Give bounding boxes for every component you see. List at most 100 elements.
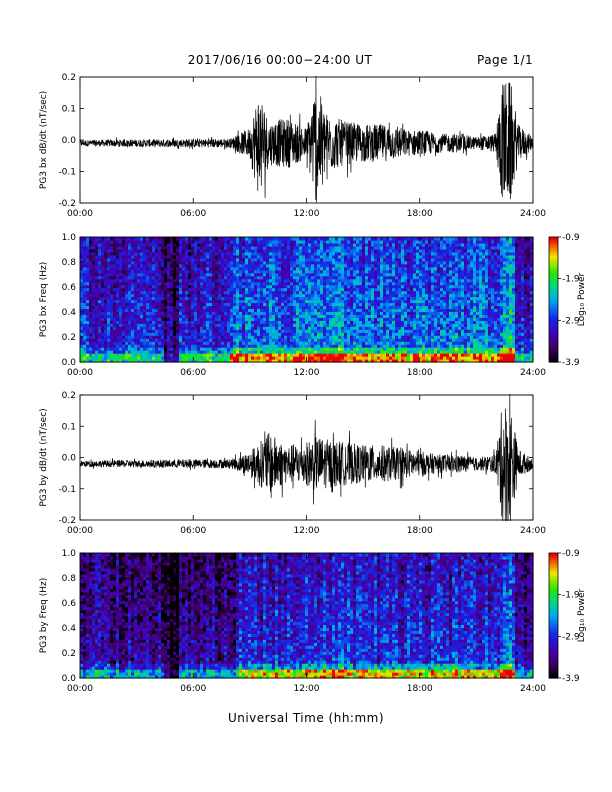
spectrogram-cell — [182, 329, 186, 333]
spectrogram-cell — [269, 257, 273, 262]
spectrogram-cell — [362, 245, 366, 250]
spectrogram-cell — [206, 344, 210, 348]
spectrogram-cell — [251, 335, 255, 339]
spectrogram-cell — [122, 350, 126, 354]
spectrogram-cell — [140, 266, 144, 271]
spectrogram-cell — [146, 266, 150, 271]
spectrogram-cell — [425, 287, 429, 292]
spectrogram-cell — [284, 326, 288, 330]
spectrogram-cell — [284, 275, 288, 280]
spectrogram-cell — [413, 359, 417, 363]
spectrogram-cell — [161, 353, 165, 357]
spectrogram-cell — [92, 305, 96, 310]
spectrogram-cell — [296, 332, 300, 336]
spectrogram-cell — [299, 341, 303, 345]
spectrogram-cell — [86, 347, 90, 351]
spectrogram-cell — [407, 275, 411, 280]
spectrogram-cell — [257, 323, 261, 327]
spectrogram-cell — [239, 323, 243, 327]
spectrogram-cell — [161, 272, 165, 277]
spectrogram-cell — [245, 344, 249, 348]
spectrogram-cell — [200, 305, 204, 310]
spectrogram-cell — [89, 329, 93, 333]
spectrogram-cell — [224, 263, 228, 268]
spectrogram-cell — [125, 254, 129, 259]
spectrogram-cell — [206, 239, 210, 244]
spectrogram-cell — [311, 326, 315, 330]
spectrogram-cell — [212, 254, 216, 259]
spectrogram-cell — [212, 278, 216, 283]
spectrogram-cell — [80, 305, 84, 310]
spectrogram-cell — [182, 275, 186, 280]
spectrogram-cell — [143, 287, 147, 292]
spectrogram-cell — [134, 329, 138, 333]
spectrogram-cell — [146, 344, 150, 348]
spectrogram-cell — [428, 311, 432, 315]
spectrogram-cell — [404, 335, 408, 339]
spectrogram-cell — [362, 275, 366, 280]
spectrogram-cell — [425, 254, 429, 259]
spectrogram-cell — [86, 341, 90, 345]
spectrogram-cell — [314, 269, 318, 274]
spectrogram-cell — [98, 359, 102, 363]
spectrogram-cell — [296, 293, 300, 298]
spectrogram-cell — [110, 323, 114, 327]
spectrogram-cell — [410, 245, 414, 250]
spectrogram-cell — [428, 356, 432, 360]
spectrogram-cell — [263, 329, 267, 333]
spectrogram-cell — [248, 353, 252, 357]
spectrogram-cell — [221, 308, 225, 313]
spectrogram-cell — [386, 257, 390, 262]
spectrogram-cell — [158, 266, 162, 271]
spectrogram-cell — [389, 350, 393, 354]
spectrogram-cell — [311, 251, 315, 256]
spectrogram-cell — [128, 317, 132, 321]
spectrogram-cell — [404, 299, 408, 304]
spectrogram-cell — [215, 287, 219, 292]
spectrogram-cell — [263, 356, 267, 360]
spectrogram-cell — [260, 278, 264, 283]
spectrogram-cell — [329, 347, 333, 351]
spectrogram-cell — [254, 338, 258, 342]
spectrogram-cell — [431, 272, 435, 277]
spectrogram-cell — [431, 263, 435, 268]
spectrogram-cell — [380, 350, 384, 354]
spectrogram-cell — [323, 356, 327, 360]
spectrogram-cell — [221, 311, 225, 315]
spectrogram-cell — [410, 356, 414, 360]
spectrogram-cell — [245, 302, 249, 307]
spectrogram-cell — [245, 308, 249, 313]
spectrogram-cell — [341, 290, 345, 295]
spectrogram-cell — [125, 257, 129, 262]
spectrogram-cell — [137, 308, 141, 313]
spectrogram-cell — [416, 344, 420, 348]
spectrogram-cell — [395, 305, 399, 310]
spectrogram-cell — [239, 326, 243, 330]
spectrogram-cell — [191, 296, 195, 301]
spectrogram-cell — [257, 290, 261, 295]
spectrogram-cell — [260, 356, 264, 360]
spectrogram-cell — [215, 308, 219, 313]
spectrogram-cell — [170, 335, 174, 339]
spectrogram-cell — [374, 248, 378, 253]
spectrogram-cell — [410, 239, 414, 244]
spectrogram-cell — [404, 263, 408, 268]
spectrogram-cell — [314, 287, 318, 292]
spectrogram-cell — [359, 278, 363, 283]
spectrogram-cell — [161, 347, 165, 351]
spectrogram-cell — [182, 341, 186, 345]
spectrogram-cell — [218, 311, 222, 315]
spectrogram-cell — [293, 251, 297, 256]
spectrogram-cell — [134, 323, 138, 327]
spectrogram-cell — [155, 251, 159, 256]
spectrogram-cell — [203, 308, 207, 313]
spectrogram-cell — [386, 266, 390, 271]
spectrogram-cell — [380, 260, 384, 265]
spectrogram-cell — [413, 245, 417, 250]
spectrogram-cell — [416, 332, 420, 336]
spectrogram-cell — [278, 254, 282, 259]
spectrogram-cell — [278, 359, 282, 363]
spectrogram-cell — [368, 326, 372, 330]
spectrogram-cell — [140, 326, 144, 330]
spectrogram-cell — [341, 341, 345, 345]
